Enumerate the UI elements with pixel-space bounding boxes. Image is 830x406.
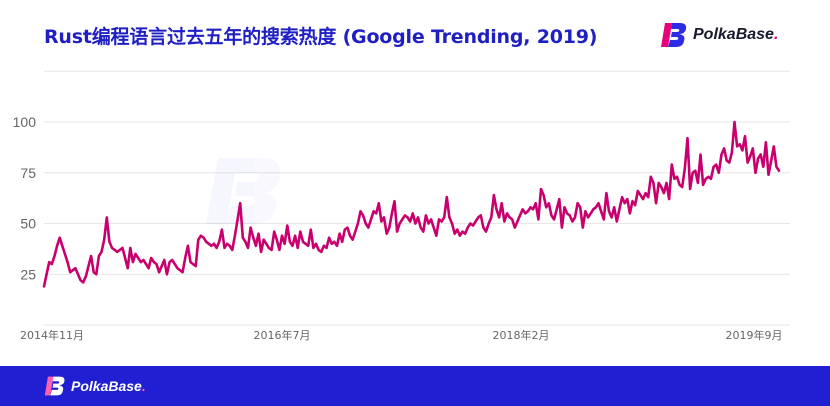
x-tick-label: 2014年11月 — [20, 328, 84, 342]
x-tick-label: 2019年9月 — [726, 328, 783, 342]
x-axis-ticks: 2014年11月 2016年7月 2018年2月 2019年9月 — [20, 328, 783, 342]
x-tick-label: 2018年2月 — [493, 328, 550, 342]
series-line — [42, 120, 781, 288]
y-tick-label: 75 — [20, 165, 36, 181]
brand-wordmark: PolkaBase. — [71, 378, 146, 394]
y-tick-label: 25 — [20, 266, 36, 282]
polkabase-logo-icon — [44, 376, 65, 396]
y-axis-ticks: 25 50 75 100 — [13, 114, 37, 282]
y-tick-label: 50 — [20, 216, 36, 232]
watermark — [206, 158, 280, 224]
x-tick-label: 2016年7月 — [254, 328, 311, 342]
line-chart: 25 50 75 100 2014年11月 2016年7月 2018年2月 2019年9月 — [13, 70, 790, 342]
gridlines — [44, 70, 790, 326]
brand-logo-top: PolkaBase. — [659, 20, 778, 50]
brand-logo-bottom: PolkaBase. — [43, 374, 146, 398]
footer-bar: PolkaBase. — [0, 366, 830, 406]
y-tick-label: 100 — [13, 114, 37, 130]
polkabase-logo-icon — [661, 23, 687, 47]
brand-wordmark: PolkaBase. — [693, 26, 779, 43]
series-layer — [42, 120, 781, 288]
chart-title: Rust编程语言过去五年的搜索热度 (Google Trending, 2019… — [44, 26, 598, 48]
